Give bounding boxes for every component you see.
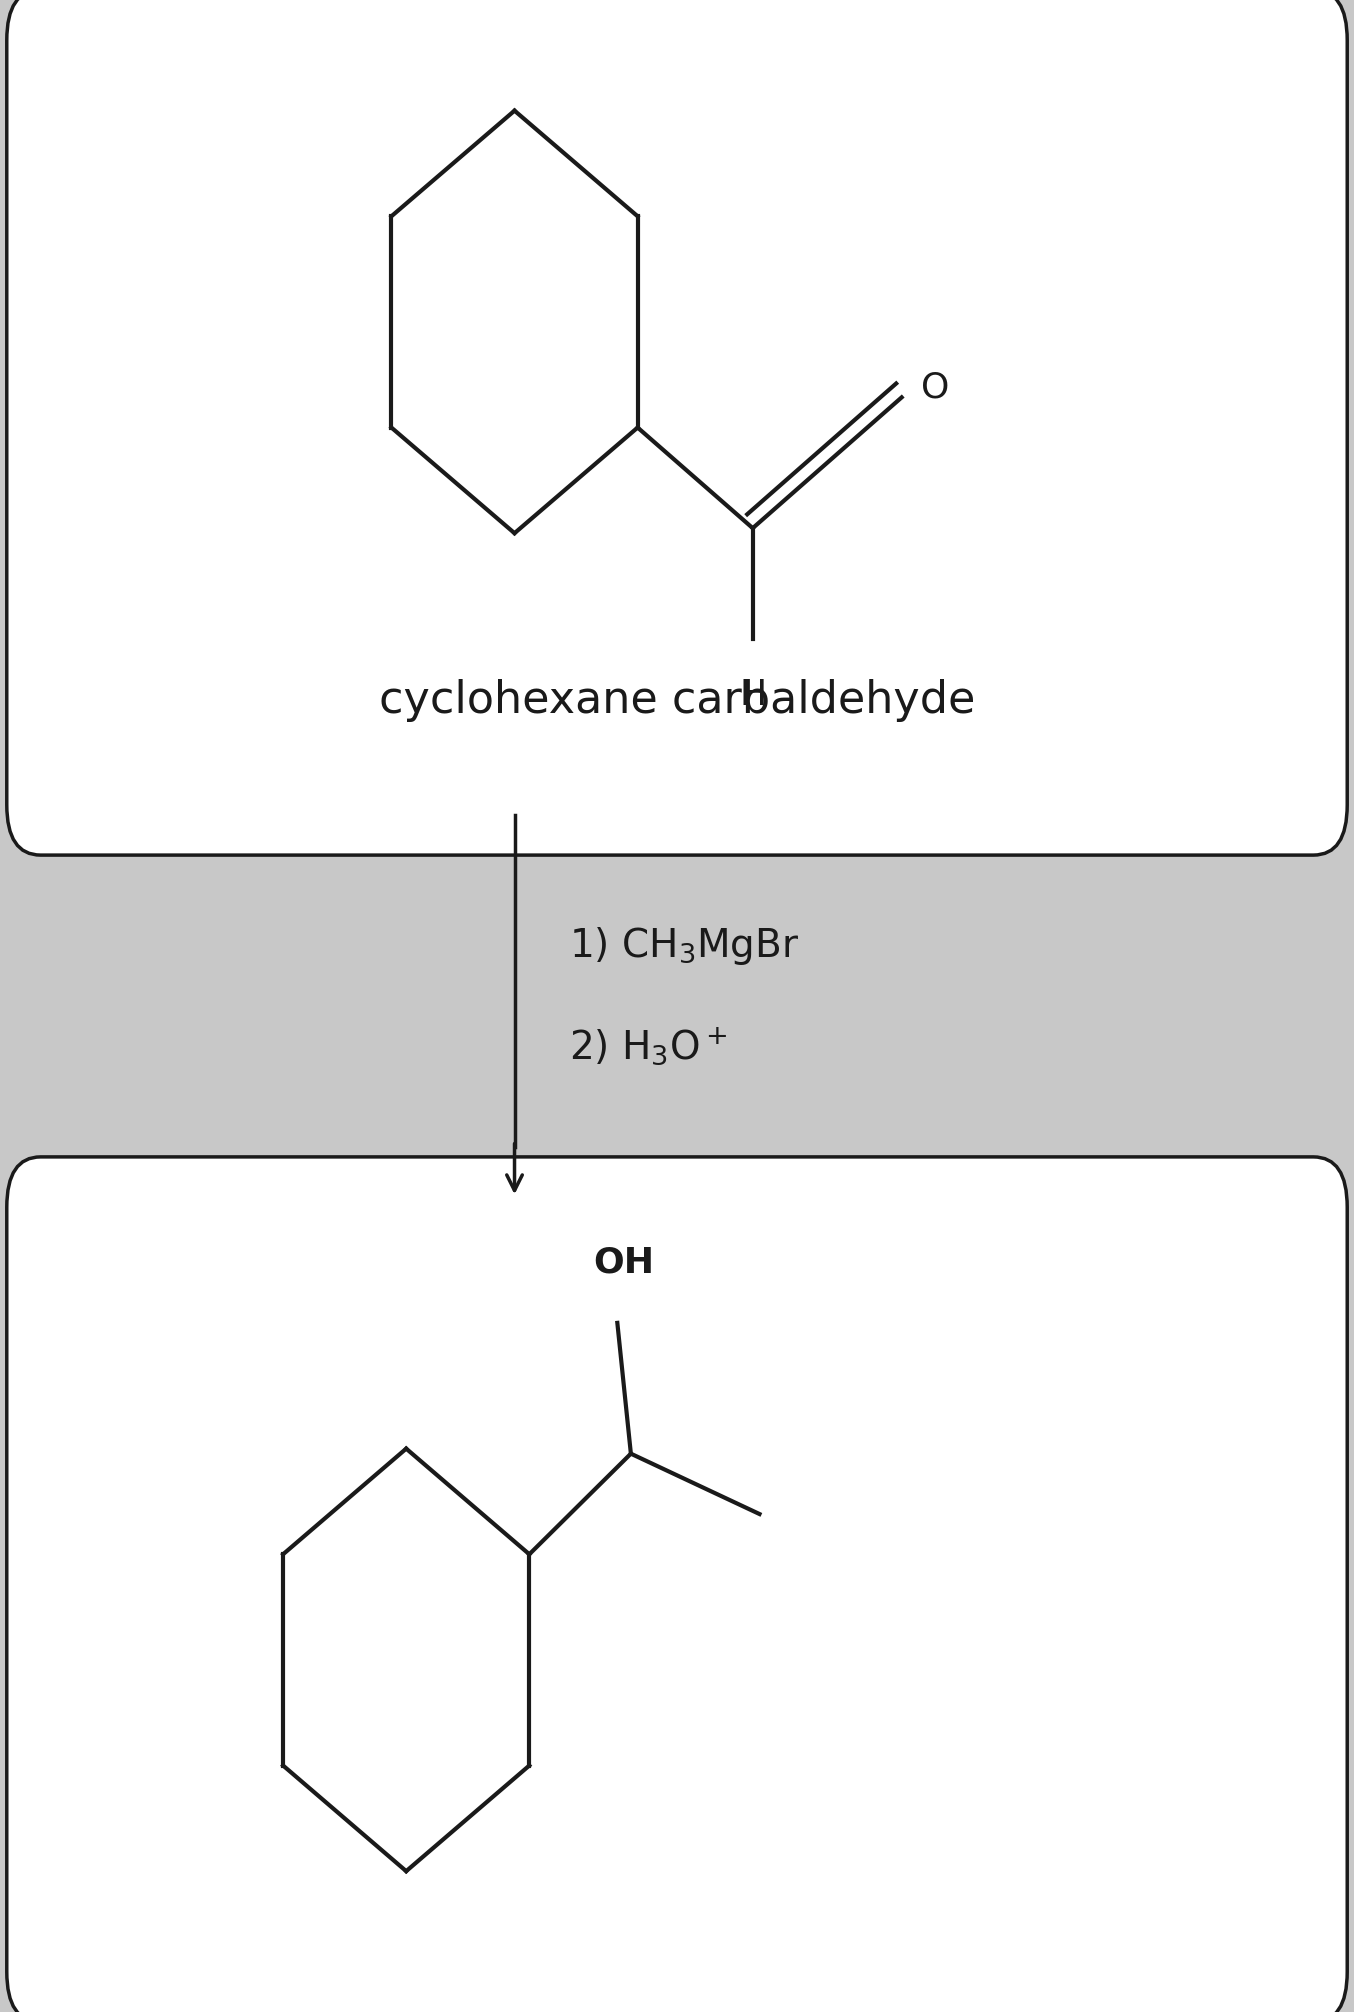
FancyBboxPatch shape (7, 1157, 1347, 2012)
Text: 1) CH$_3$MgBr: 1) CH$_3$MgBr (569, 926, 799, 966)
Text: H: H (739, 678, 766, 712)
FancyBboxPatch shape (7, 0, 1347, 855)
Text: 2) H$_3$O$^+$: 2) H$_3$O$^+$ (569, 1026, 727, 1066)
Text: cyclohexane carbaldehyde: cyclohexane carbaldehyde (379, 678, 975, 722)
Text: OH: OH (593, 1245, 655, 1280)
Text: O: O (921, 370, 949, 404)
